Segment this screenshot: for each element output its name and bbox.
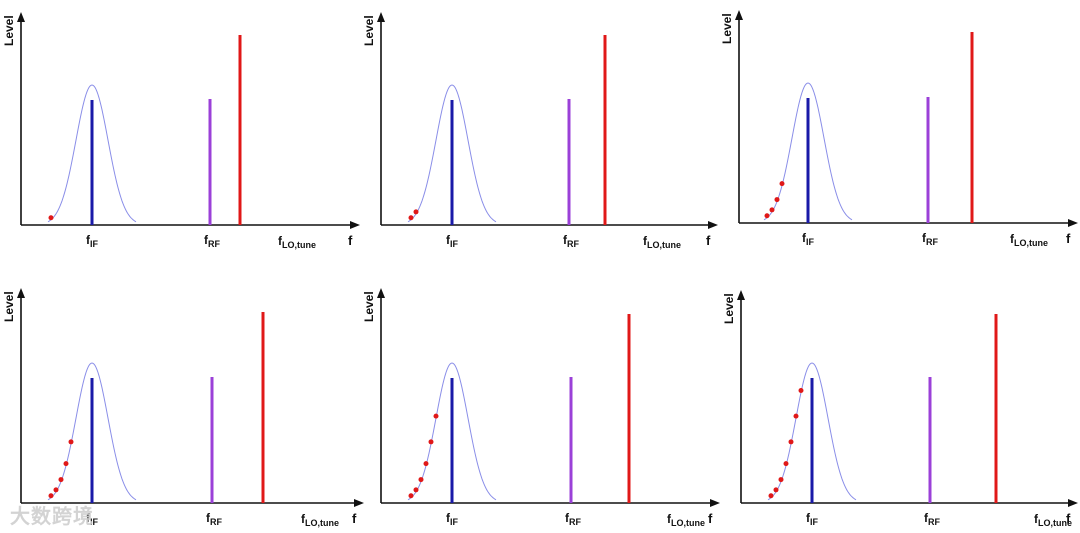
x-axis-label: f xyxy=(352,511,357,526)
f-if-label: fIF xyxy=(86,511,99,527)
panel-6: Level f fIF fRF fLO,tune xyxy=(722,290,1078,528)
trace-dot xyxy=(68,439,74,445)
if-filter-curve xyxy=(767,362,857,501)
y-axis-label: Level xyxy=(720,13,734,44)
trace-dot xyxy=(408,493,414,499)
trace-dot xyxy=(778,477,784,483)
trace-dot xyxy=(428,439,434,445)
if-filter-curve xyxy=(407,84,497,223)
trace-dot xyxy=(764,213,770,219)
if-filter-curve xyxy=(47,84,137,223)
trace-dot xyxy=(769,207,775,213)
y-axis-arrow xyxy=(17,288,25,298)
f-rf-label: fRF xyxy=(206,511,222,527)
y-axis-arrow xyxy=(377,288,385,298)
panel-1: Level f fIF fRF fLO,tune xyxy=(2,12,360,250)
trace-dot xyxy=(779,181,785,187)
f-if-label: fIF xyxy=(86,233,99,249)
y-axis-label: Level xyxy=(2,291,16,322)
y-axis-arrow xyxy=(737,290,745,300)
x-axis-label: f xyxy=(1066,511,1071,526)
y-axis-label: Level xyxy=(722,293,736,324)
trace-dot xyxy=(783,461,789,467)
x-axis-arrow xyxy=(710,499,720,507)
trace-dot xyxy=(423,461,429,467)
panel-3: Level f fIF fRF fLO,tune xyxy=(720,10,1078,248)
watermark-text: 大数跨境 xyxy=(10,504,94,528)
x-axis-label: f xyxy=(348,233,353,248)
trace-dot xyxy=(48,215,54,221)
f-if-label: fIF xyxy=(806,511,819,527)
trace-dot xyxy=(798,387,804,393)
f-lo-label: fLO,tune xyxy=(278,234,316,250)
x-axis-arrow xyxy=(708,221,718,229)
trace-dot xyxy=(768,493,774,499)
f-lo-label: fLO,tune xyxy=(1034,512,1072,528)
trace-dot xyxy=(413,487,419,493)
y-axis-label: Level xyxy=(362,291,376,322)
x-axis-label: f xyxy=(706,233,711,248)
trace-dot xyxy=(408,215,414,221)
panel-5: Level f fIF fRF fLO,tune xyxy=(362,288,720,528)
f-if-label: fIF xyxy=(446,511,459,527)
y-axis-arrow xyxy=(17,12,25,22)
f-lo-label: fLO,tune xyxy=(667,512,705,528)
x-axis-arrow xyxy=(354,499,364,507)
f-lo-label: fLO,tune xyxy=(1010,232,1048,248)
if-filter-curve xyxy=(407,362,497,501)
f-if-label: fIF xyxy=(802,231,815,247)
f-rf-label: fRF xyxy=(922,231,938,247)
trace-dot xyxy=(413,209,419,215)
if-filter-curve xyxy=(763,82,853,221)
y-axis-label: Level xyxy=(2,15,16,46)
f-rf-label: fRF xyxy=(924,511,940,527)
trace-dot xyxy=(433,413,439,419)
f-lo-label: fLO,tune xyxy=(643,234,681,250)
trace-dot xyxy=(48,493,54,499)
x-axis-label: f xyxy=(1066,231,1071,246)
trace-dot xyxy=(774,197,780,203)
panel-2: Level f fIF fRF fLO,tune xyxy=(362,12,718,250)
f-rf-label: fRF xyxy=(565,511,581,527)
if-filter-curve xyxy=(47,362,137,501)
y-axis-label: Level xyxy=(362,15,376,46)
f-lo-label: fLO,tune xyxy=(301,512,339,528)
trace-dot xyxy=(793,413,799,419)
x-axis-arrow xyxy=(350,221,360,229)
x-axis-label: f xyxy=(708,511,713,526)
trace-dot xyxy=(63,461,69,467)
trace-dot xyxy=(788,439,794,445)
y-axis-arrow xyxy=(377,12,385,22)
trace-dot xyxy=(418,477,424,483)
trace-dot xyxy=(773,487,779,493)
trace-dot xyxy=(58,477,64,483)
y-axis-arrow xyxy=(735,10,743,20)
panel-4: Level f fIF fRF fLO,tune xyxy=(2,288,364,528)
f-if-label: fIF xyxy=(446,233,459,249)
f-rf-label: fRF xyxy=(563,233,579,249)
x-axis-arrow xyxy=(1068,219,1078,227)
f-rf-label: fRF xyxy=(204,233,220,249)
x-axis-arrow xyxy=(1068,499,1078,507)
trace-dot xyxy=(53,487,59,493)
